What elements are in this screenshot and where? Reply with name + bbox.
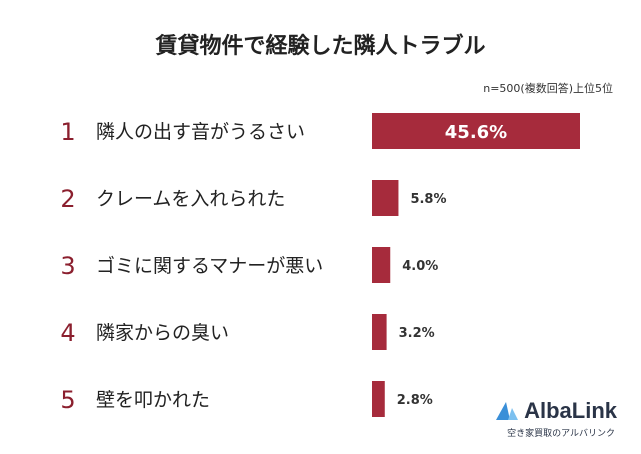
value-label: 5.8%	[410, 192, 446, 207]
value-label: 2.8%	[397, 393, 433, 408]
category-label: 隣人の出す音がうるさい	[96, 121, 305, 143]
rank-number: 1	[60, 118, 75, 146]
rank-number: 4	[60, 319, 75, 347]
bar	[372, 381, 385, 417]
sail-logo-icon	[496, 402, 519, 420]
logo-tagline: 空き家買取のアルバリンク	[507, 429, 615, 439]
logo-name: AlbaLink	[524, 398, 617, 423]
rank-number: 2	[60, 185, 75, 213]
category-label: クレームを入れられた	[96, 188, 285, 210]
value-label: 3.2%	[399, 326, 435, 341]
bar	[372, 247, 391, 283]
rank-number: 5	[60, 386, 75, 414]
category-label: 隣家からの臭い	[96, 322, 229, 344]
category-label: ゴミに関するマナーが悪い	[96, 255, 323, 277]
sample-note: n=500(複数回答)上位5位	[483, 82, 613, 95]
bar	[372, 113, 580, 149]
albalink-logo: AlbaLink 空き家買取のアルバリンク	[467, 398, 617, 439]
value-label: 4.0%	[402, 259, 438, 274]
value-label: 45.6%	[445, 122, 507, 143]
bar	[372, 180, 399, 216]
rank-number: 3	[60, 252, 75, 280]
category-label: 壁を叩かれた	[96, 389, 210, 411]
bar	[372, 314, 387, 350]
chart-title: 賃貸物件で経験した隣人トラブル	[155, 34, 486, 59]
